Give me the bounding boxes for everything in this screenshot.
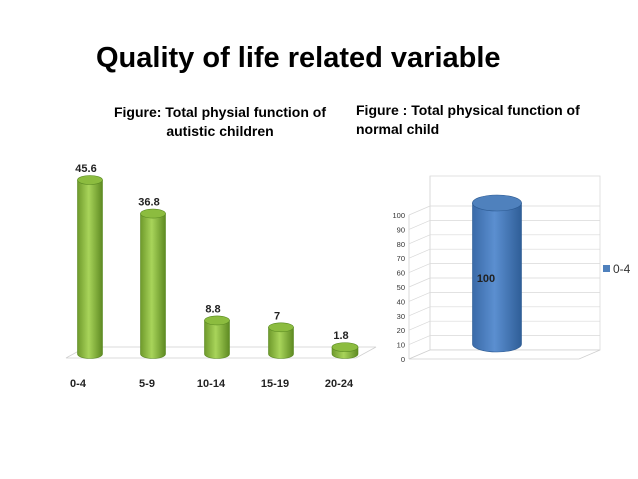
chart2-bar-0-4-body [472, 202, 522, 353]
chart2-ytick-20: 20 [397, 326, 405, 335]
chart2-ytick-30: 30 [397, 312, 405, 321]
chart1-xtick-0-4: 0-4 [70, 378, 87, 390]
chart2-gridline-side-10 [408, 205, 431, 216]
chart2-gridline-side-1 [408, 335, 431, 345]
page-title: Quality of life related variable [96, 42, 501, 74]
chart2-bar-0-4 [472, 194, 522, 353]
chart2-ytick-0: 0 [401, 355, 405, 364]
chart2-gridline-side-5 [408, 277, 431, 288]
chart1-bar-15-19 [268, 322, 294, 359]
chart1-value-label-15-19: 7 [274, 310, 280, 322]
chart2-ytick-90: 90 [397, 225, 405, 234]
chart1-bar-5-9 [140, 208, 166, 359]
chart2-gridline-side-8 [408, 234, 431, 245]
chart1-bar-5-9-top [140, 208, 166, 219]
chart1-xtick-15-19: 15-19 [261, 378, 289, 390]
chart1-bar-0-4-body [77, 179, 103, 359]
chart2-gridline-side-6 [408, 263, 431, 273]
chart2-title-line1: Figure : Total physical function of [356, 102, 580, 118]
chart2-ytick-40: 40 [397, 297, 405, 306]
chart1-value-label-0-4: 45.6 [75, 163, 96, 175]
chart1-title-line1: Figure: Total physial function of [113, 104, 327, 120]
chart2-title-line2: normal child [356, 121, 440, 137]
chart1-bar-20-24-top [331, 342, 359, 352]
chart2-gridline-side-2 [408, 320, 431, 331]
chart1-title-line2: autistic children [166, 123, 274, 139]
chart2-ytick-60: 60 [397, 269, 405, 278]
chart1-bar-5-9-body [140, 213, 166, 359]
chart1-bar-10-14-body [204, 320, 230, 359]
chart2-gridline-side-9 [408, 220, 431, 230]
chart1-bar-10-14-top [204, 315, 230, 326]
chart1-bar-15-19-top [268, 322, 294, 333]
chart1-value-label-10-14: 8.8 [205, 303, 220, 315]
chart2-value-label-0-4: 100 [477, 273, 495, 285]
chart2-ytick-70: 70 [397, 254, 405, 263]
chart2-gridline-side-7 [408, 248, 431, 259]
chart2-title: Figure : Total physical function of norm… [356, 101, 626, 139]
chart2-gridline-side-4 [408, 292, 431, 302]
chart2-plot: 0 10 20 30 40 50 60 70 80 90 100 100 0-4 [392, 175, 631, 364]
chart1-bar-0-4 [77, 175, 103, 359]
chart2-gridline-side-3 [408, 306, 431, 317]
chart1-value-label-5-9: 36.8 [138, 197, 159, 209]
chart1-bar-20-24 [331, 342, 359, 359]
chart2-floor [408, 349, 601, 360]
chart1-plot: 45.6 0-4 36.8 5-9 8.8 10-14 7 15-19 1.8 20-24 [65, 163, 377, 390]
chart1-xtick-20-24: 20-24 [325, 378, 354, 390]
chart1-bar-0-4-top [77, 175, 103, 185]
chart2-legend-label: 0-4 [613, 262, 631, 276]
chart2-legend-swatch [603, 265, 610, 272]
chart1-xtick-5-9: 5-9 [139, 378, 155, 390]
chart2-ytick-50: 50 [397, 283, 405, 292]
chart2-ytick-10: 10 [397, 341, 405, 350]
chart1-bar-10-14 [204, 315, 230, 359]
chart1-xtick-10-14: 10-14 [197, 378, 226, 390]
chart1-bar-15-19-body [268, 326, 294, 359]
chart1-value-label-20-24: 1.8 [333, 330, 348, 342]
chart1-title: Figure: Total physial function of autist… [92, 103, 348, 141]
chart2-ytick-100: 100 [392, 211, 405, 220]
chart2-ytick-80: 80 [397, 240, 405, 249]
chart2-bar-0-4-top [472, 194, 522, 212]
